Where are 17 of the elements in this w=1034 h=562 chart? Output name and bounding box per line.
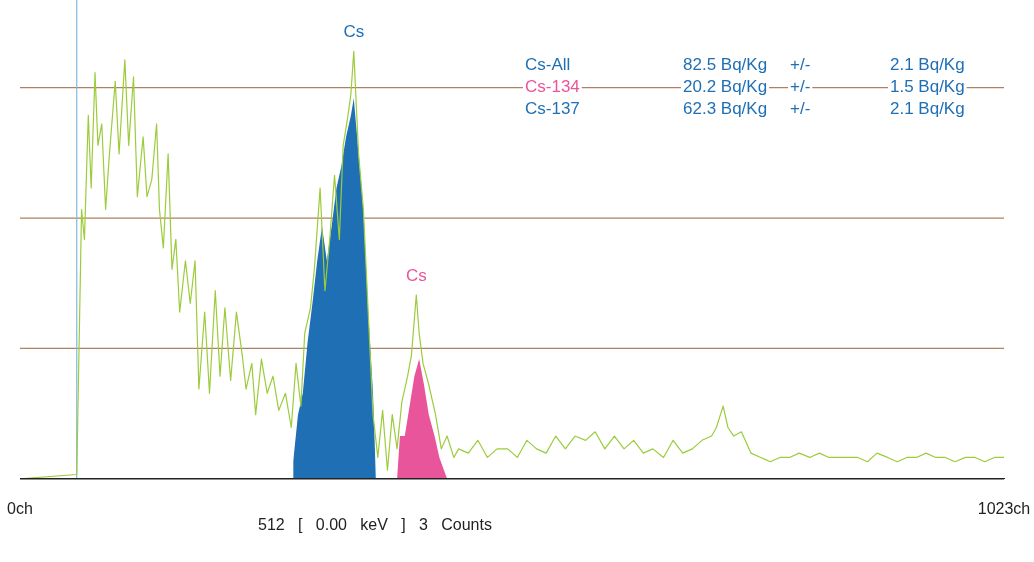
- text: 512 [ 0.00 keV ] 3 Counts: [258, 516, 492, 533]
- annotation: 1.5 Bq/Kg: [890, 77, 965, 96]
- annotation: Cs: [405, 265, 427, 285]
- annotation: Cs-137: [525, 99, 580, 118]
- annotation: 2.1 Bq/Kg: [890, 55, 965, 74]
- annotation: Cs-All: [525, 55, 571, 74]
- annotation: +/-: [790, 55, 811, 74]
- annotation: 82.5 Bq/Kg: [683, 55, 768, 74]
- annotation: Cs-134: [525, 77, 580, 96]
- annotation: 62.3 Bq/Kg: [683, 99, 768, 118]
- annotation: +/-: [790, 77, 811, 96]
- x-tick-label: 0ch: [7, 499, 33, 517]
- annotation: 20.2 Bq/Kg: [683, 77, 768, 96]
- annotation: +/-: [790, 99, 811, 118]
- x-tick-label: 1023ch: [977, 499, 1031, 517]
- annotation: Cs: [343, 22, 365, 42]
- annotation: 2.1 Bq/Kg: [890, 99, 965, 118]
